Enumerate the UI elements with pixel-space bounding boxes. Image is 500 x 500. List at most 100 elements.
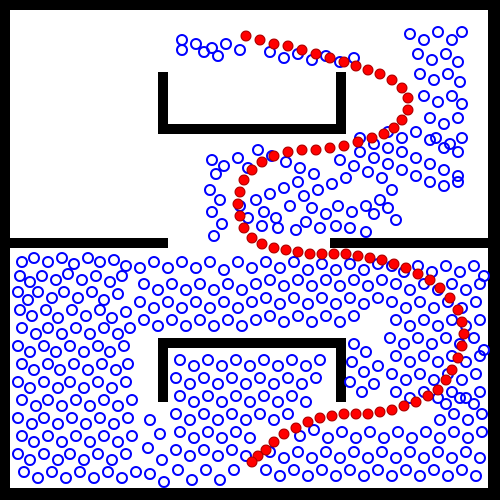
- sample-node: [148, 256, 160, 268]
- sample-node: [468, 332, 480, 344]
- path-node: [296, 44, 308, 56]
- sample-node: [38, 340, 50, 352]
- sample-node: [120, 260, 132, 272]
- sample-node: [440, 48, 452, 60]
- path-node: [280, 244, 292, 256]
- sample-node: [98, 430, 110, 442]
- sample-node: [170, 408, 182, 420]
- sample-node: [112, 436, 124, 448]
- path-node: [350, 408, 362, 420]
- path-node: [352, 250, 364, 262]
- sample-node: [198, 444, 210, 456]
- sample-node: [362, 280, 374, 292]
- sample-node: [158, 476, 170, 488]
- sample-node: [214, 194, 226, 206]
- sample-node: [428, 302, 440, 314]
- sample-node: [204, 184, 216, 196]
- path-node: [338, 140, 350, 152]
- sample-node: [274, 298, 286, 310]
- sample-node: [52, 418, 64, 430]
- sample-node: [126, 430, 138, 442]
- sample-node: [190, 262, 202, 274]
- sample-node: [468, 260, 480, 272]
- sample-node: [78, 346, 90, 358]
- sample-node: [50, 274, 62, 286]
- sample-node: [70, 394, 82, 406]
- path-node: [378, 128, 390, 140]
- sample-node: [184, 450, 196, 462]
- sample-node: [202, 354, 214, 366]
- sample-node: [112, 400, 124, 412]
- sample-node: [170, 372, 182, 384]
- sample-node: [120, 376, 132, 388]
- outer-wall-right: [488, 0, 500, 500]
- sample-node: [418, 452, 430, 464]
- path-node: [340, 248, 352, 260]
- sample-node: [292, 446, 304, 458]
- sample-node: [134, 296, 146, 308]
- sample-node: [348, 274, 360, 286]
- sample-node: [106, 312, 118, 324]
- sample-node: [344, 376, 356, 388]
- sample-node: [138, 314, 150, 326]
- sample-node: [424, 158, 436, 170]
- sample-node: [302, 298, 314, 310]
- sample-node: [226, 444, 238, 456]
- sample-node: [314, 222, 326, 234]
- sample-node: [268, 378, 280, 390]
- sample-node: [386, 184, 398, 196]
- sample-node: [62, 268, 74, 280]
- sample-node: [260, 464, 272, 476]
- sample-node: [80, 418, 92, 430]
- sample-node: [228, 464, 240, 476]
- solution-path: [232, 30, 470, 468]
- path-node: [256, 238, 268, 250]
- path-node: [374, 68, 386, 80]
- path-node: [234, 186, 246, 198]
- sample-node: [400, 302, 412, 314]
- path-node: [452, 352, 464, 364]
- sample-node: [396, 132, 408, 144]
- path-node: [452, 304, 464, 316]
- sample-node: [244, 432, 256, 444]
- sample-node: [386, 470, 398, 482]
- sample-node: [14, 270, 26, 282]
- sample-node: [344, 292, 356, 304]
- sample-node: [334, 154, 346, 166]
- sample-node: [476, 426, 488, 438]
- sample-node: [218, 296, 230, 308]
- sample-node: [334, 452, 346, 464]
- sample-node: [68, 258, 80, 270]
- sample-node: [98, 294, 110, 306]
- sample-node: [30, 400, 42, 412]
- sample-node: [14, 304, 26, 316]
- sample-node: [358, 366, 370, 378]
- path-node: [376, 254, 388, 266]
- sample-node: [142, 442, 154, 454]
- sample-node: [432, 356, 444, 368]
- sample-node: [282, 408, 294, 420]
- sample-node: [426, 54, 438, 66]
- sample-node: [250, 314, 262, 326]
- sample-node: [468, 398, 480, 410]
- outer-wall-left: [0, 0, 10, 500]
- sample-node: [414, 68, 426, 80]
- sample-node: [340, 172, 352, 184]
- sample-node: [98, 394, 110, 406]
- sample-node: [244, 360, 256, 372]
- sample-node: [190, 38, 202, 50]
- upper-bracket-bottom: [158, 124, 346, 134]
- sample-node: [294, 162, 306, 174]
- sample-node: [16, 322, 28, 334]
- path-node: [302, 416, 314, 428]
- middle-wall-left: [0, 238, 168, 248]
- sample-node: [214, 474, 226, 486]
- sample-node: [40, 304, 52, 316]
- sample-node: [170, 444, 182, 456]
- sample-node: [230, 354, 242, 366]
- sample-node: [26, 310, 38, 322]
- sample-node: [216, 360, 228, 372]
- path-node: [440, 374, 452, 386]
- lower-bracket-right: [336, 338, 346, 402]
- path-node: [402, 104, 414, 116]
